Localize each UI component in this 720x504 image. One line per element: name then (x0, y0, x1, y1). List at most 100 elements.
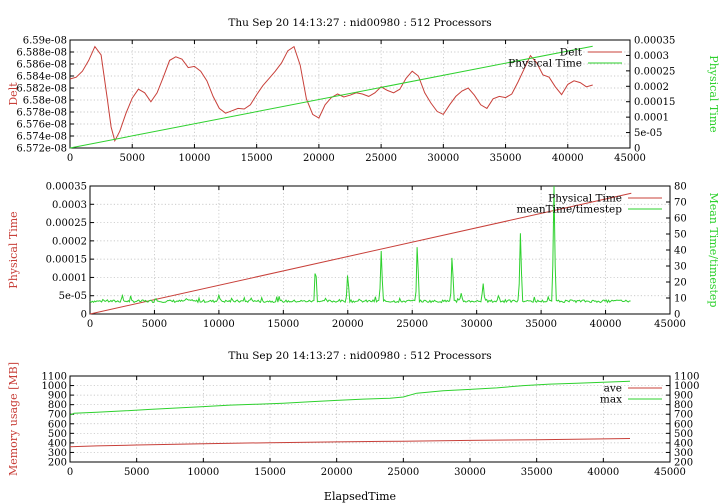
y-tick-label: 6.572e-08 (16, 144, 67, 155)
y2-tick-label: 300 (674, 448, 693, 459)
y-tick-label: 0.0003 (52, 200, 87, 211)
y-tick-label: 6.588e-08 (16, 48, 67, 59)
x-axis-label: ElapsedTime (324, 490, 396, 503)
y-tick-label: 1100 (42, 372, 67, 383)
y2-tick-label: 20 (674, 278, 687, 289)
y-tick-label: 6.584e-08 (16, 72, 67, 83)
memory-panel: Thu Sep 20 14:13:27 : nid00980 : 512 Pro… (7, 350, 699, 503)
legend-label: ave (604, 383, 622, 395)
y2-tick-label: 60 (674, 214, 687, 225)
x-tick-label: 30000 (454, 467, 486, 478)
y2-tick-label: 1100 (674, 372, 699, 383)
y-tick-label: 400 (48, 438, 67, 449)
x-tick-label: 20000 (321, 467, 353, 478)
chart-title-top: Thu Sep 20 14:13:27 : nid00980 : 512 Pro… (228, 17, 491, 29)
y2-tick-label: 0.0001 (634, 113, 669, 124)
y2-tick-label: 0 (674, 310, 680, 321)
y2-tick-label: 40 (674, 246, 687, 257)
y-tick-label: 0.00035 (46, 182, 87, 193)
x-tick-label: 20000 (303, 153, 335, 164)
series-line-max (69, 380, 631, 416)
x-tick-label: 30000 (427, 153, 459, 164)
y-axis-label: Delt (7, 82, 20, 106)
x-tick-label: 40000 (552, 153, 584, 164)
x-tick-label: 45000 (654, 467, 686, 478)
y-tick-label: 800 (48, 400, 67, 411)
x-tick-label: 35000 (521, 467, 553, 478)
y-tick-label: 300 (48, 448, 67, 459)
x-tick-label: 25000 (396, 319, 428, 330)
y2-tick-label: 400 (674, 438, 693, 449)
y2-tick-label: 500 (674, 429, 693, 440)
y2-tick-label: 200 (674, 458, 693, 469)
y-tick-label: 0 (81, 310, 87, 321)
x-tick-label: 20000 (332, 319, 364, 330)
delt-panel: Thu Sep 20 14:13:27 : nid00980 : 512 Pro… (7, 17, 720, 164)
series-line-physical-time (69, 45, 593, 149)
y2-tick-label: 0 (634, 144, 640, 155)
y-tick-label: 200 (48, 458, 67, 469)
x-tick-label: 5000 (124, 467, 149, 478)
y2-tick-label: 0.0003 (634, 51, 669, 62)
plot-frame (69, 39, 631, 149)
y2-tick-label: 70 (674, 198, 687, 209)
x-tick-label: 30000 (461, 319, 493, 330)
y2-axis-label: Physical Time (707, 55, 720, 132)
series-line-meantime-timestep (89, 185, 631, 304)
y2-tick-label: 600 (674, 419, 693, 430)
physical-time-panel: 0 5000 10000 15000 20000 25000 30000 35000 40000… (7, 182, 720, 331)
y-axis-label: Physical Time (7, 211, 20, 288)
x-tick-label: 5000 (119, 153, 144, 164)
x-tick-label: 40000 (590, 319, 622, 330)
y2-tick-label: 800 (674, 400, 693, 411)
x-tick-label: 35000 (525, 319, 557, 330)
y-tick-label: 0.00015 (46, 255, 87, 266)
y-tick-label: 6.59e-08 (23, 36, 67, 47)
x-tick-label: 40000 (587, 467, 619, 478)
y-tick-label: 900 (48, 391, 67, 402)
y2-tick-label: 10 (674, 294, 687, 305)
series-line-physical-time (89, 192, 632, 315)
y2-tick-label: 900 (674, 391, 693, 402)
y-tick-label: 6.586e-08 (16, 60, 67, 71)
series-line-ave (69, 438, 631, 448)
x-tick-label: 5000 (142, 319, 167, 330)
y-tick-label: 0.0001 (52, 273, 87, 284)
y2-tick-label: 30 (674, 262, 687, 273)
x-tick-label: 25000 (365, 153, 397, 164)
x-tick-label: 45000 (654, 319, 686, 330)
y-tick-label: 700 (48, 410, 67, 421)
y2-axis-label: Mean Time/timestep (707, 193, 720, 308)
y-tick-label: 6.576e-08 (16, 120, 67, 131)
legend-label: meanTime/timestep (516, 204, 622, 216)
y-tick-label: 600 (48, 419, 67, 430)
chart-title-bottom: Thu Sep 20 14:13:27 : nid00980 : 512 Pro… (228, 350, 491, 362)
series-line-delt (69, 45, 593, 143)
x-tick-label: 15000 (267, 319, 299, 330)
x-tick-label: 35000 (490, 153, 522, 164)
y-tick-label: 500 (48, 429, 67, 440)
plot-frame (69, 375, 671, 463)
x-tick-label: 15000 (254, 467, 286, 478)
y2-tick-label: 0.00015 (634, 97, 675, 108)
legend-label: Physical Time (508, 58, 582, 70)
y2-tick-label: 0.00025 (634, 66, 675, 77)
y-tick-label: 0.0002 (52, 236, 87, 247)
y-tick-label: 6.58e-08 (23, 96, 67, 107)
y-tick-label: 6.578e-08 (16, 108, 67, 119)
y2-tick-label: 80 (674, 182, 687, 193)
legend-label: Delt (560, 47, 583, 59)
plot-frame (89, 185, 671, 315)
legend-label: Physical Time (548, 193, 622, 205)
y2-tick-label: 0.00035 (634, 36, 675, 47)
x-tick-label: 0 (87, 319, 93, 330)
x-tick-label: 10000 (187, 467, 219, 478)
y-tick-label: 6.574e-08 (16, 132, 67, 143)
y-axis-label: Memory usage [MB] (7, 362, 20, 476)
x-tick-label: 0 (67, 467, 73, 478)
x-tick-label: 10000 (203, 319, 235, 330)
y-tick-label: 5e-05 (59, 291, 87, 302)
x-tick-label: 45000 (614, 153, 646, 164)
x-tick-label: 15000 (241, 153, 273, 164)
